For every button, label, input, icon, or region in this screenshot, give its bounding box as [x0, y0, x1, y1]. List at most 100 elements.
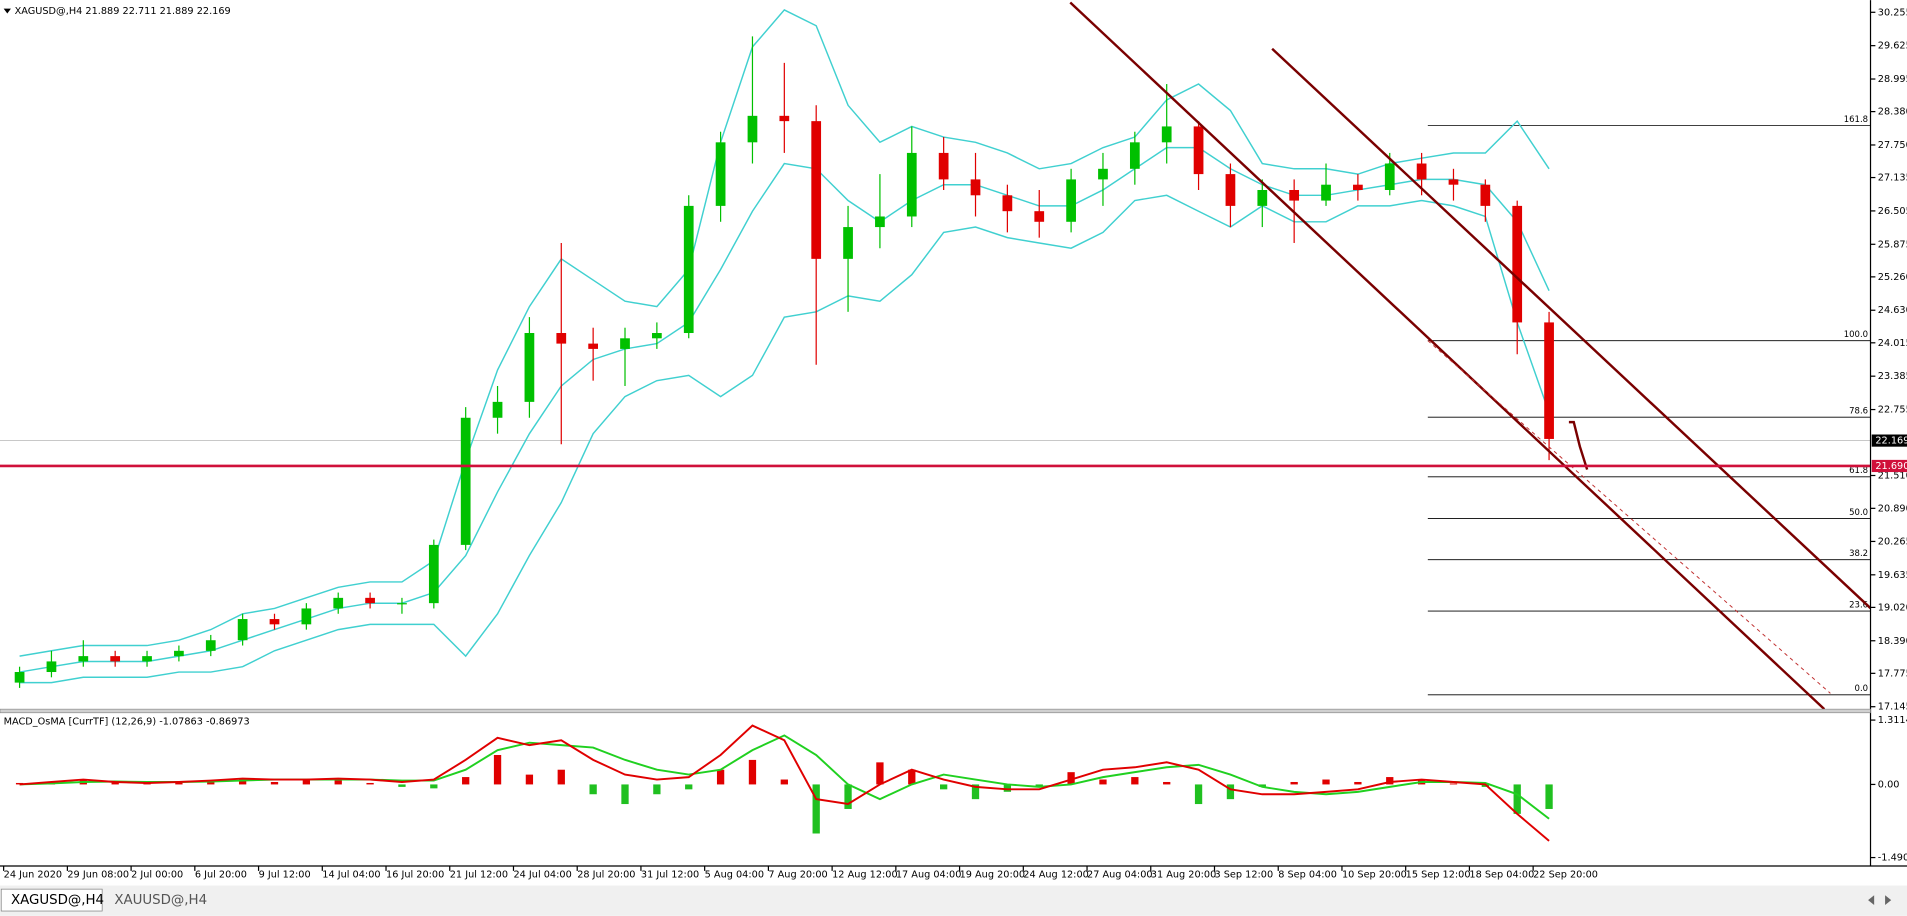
- candle-body: [1225, 174, 1236, 206]
- candle-body: [1544, 322, 1554, 439]
- osma-bar: [780, 779, 788, 785]
- osma-bar: [876, 762, 884, 785]
- x-tick-label: 15 Sep 12:00: [1406, 870, 1471, 881]
- x-tick-label: 9 Jul 12:00: [259, 870, 311, 881]
- candle-body: [779, 115, 790, 122]
- tab-label[interactable]: XAUUSD@,H4: [114, 893, 207, 908]
- fib-label: 100.0: [1844, 330, 1868, 340]
- chart-header: XAGUSD@,H4 21.889 22.711 21.889 22.169: [15, 6, 231, 17]
- candle-body: [1098, 168, 1108, 180]
- candle-body: [938, 152, 949, 180]
- y-tick-label: 27.750: [1878, 140, 1907, 151]
- zigzag-marker: [1568, 420, 1589, 470]
- menu-arrow[interactable]: [3, 8, 11, 14]
- osma-bar: [1003, 784, 1012, 792]
- candle-body: [1448, 179, 1459, 185]
- osma-bar: [748, 759, 757, 785]
- osma-bar: [493, 754, 502, 785]
- tab-scroll-left[interactable]: [1868, 895, 1875, 905]
- x-tick-label: 28 Jul 20:00: [577, 870, 635, 881]
- osma-bar: [1354, 781, 1362, 785]
- osma-bar: [207, 781, 215, 785]
- y-tick-label: 24.630: [1878, 305, 1907, 316]
- candle-body: [811, 121, 822, 259]
- candle-body: [14, 672, 25, 683]
- candle-body: [875, 216, 885, 228]
- y-tick-label: 17.775: [1878, 668, 1907, 679]
- candle-body: [1066, 179, 1076, 222]
- tab-scroll-right[interactable]: [1885, 895, 1892, 905]
- osma-bar: [1099, 779, 1107, 785]
- osma-bar: [111, 782, 119, 785]
- pane-separator: [0, 708, 1871, 714]
- osma-bar: [940, 784, 948, 790]
- y-tick-label: 19.635: [1878, 570, 1907, 581]
- candle-body: [652, 333, 662, 339]
- x-tick-label: 3 Sep 12:00: [1214, 870, 1273, 881]
- candle-body: [1512, 205, 1523, 323]
- candle-body: [301, 608, 312, 625]
- x-tick-label: 18 Sep 04:00: [1469, 870, 1534, 881]
- macd-line: [19, 724, 1550, 842]
- candle-body: [843, 227, 853, 259]
- candle-body: [906, 152, 917, 217]
- osma-bar: [1322, 779, 1330, 785]
- candle-body: [205, 640, 216, 651]
- candle-body: [1193, 126, 1204, 175]
- osma-bar: [716, 769, 725, 785]
- x-tick-label: 7 Aug 20:00: [768, 870, 827, 881]
- tab[interactable]: [0, 888, 103, 912]
- candle-body: [970, 179, 981, 196]
- y-tick-label: 20.265: [1878, 536, 1907, 547]
- osma-bar: [302, 780, 311, 785]
- x-tick-label: 24 Aug 12:00: [1023, 870, 1089, 881]
- candle-body: [747, 115, 758, 143]
- osma-bar: [621, 784, 629, 805]
- x-tick-label: 5 Aug 04:00: [705, 870, 764, 881]
- fib-label: 161.8: [1844, 115, 1868, 125]
- indicator-title: MACD_OsMA [CurrTF] (12,26,9) -1.07863 -0…: [4, 716, 250, 727]
- osma-bar: [1258, 784, 1266, 787]
- indicator-y-tick-label: 1.31147: [1878, 715, 1907, 726]
- x-tick-label: 24 Jun 2020: [4, 870, 62, 881]
- candle-body: [620, 338, 630, 349]
- x-tick-label: 22 Sep 20:00: [1533, 870, 1598, 881]
- channel-line: [1069, 1, 1826, 711]
- osma-bar: [812, 784, 820, 834]
- osma-bar: [334, 779, 342, 785]
- osma-bar: [398, 784, 406, 787]
- y-tick-label: 28.995: [1878, 74, 1907, 85]
- candle-body: [333, 597, 344, 609]
- osma-bar: [525, 774, 534, 785]
- fib-label: 78.6: [1849, 407, 1868, 417]
- candle-body: [365, 597, 375, 604]
- x-tick-label: 29 Jun 08:00: [67, 870, 129, 881]
- y-tick-label: 25.875: [1878, 239, 1907, 250]
- candle-body: [492, 401, 503, 418]
- osma-bar: [143, 783, 151, 785]
- osma-bar: [270, 781, 279, 785]
- candle-body: [588, 343, 599, 349]
- x-tick-label: 16 Jul 20:00: [386, 870, 444, 881]
- osma-bar: [1163, 781, 1171, 785]
- x-tick-label: 12 Aug 12:00: [832, 870, 898, 881]
- candle-body: [1289, 189, 1300, 201]
- indicator-y-tick-label: 0.00: [1878, 779, 1900, 790]
- candle-body: [1353, 184, 1363, 190]
- candle-body: [1161, 126, 1172, 143]
- osma-bar: [971, 784, 980, 800]
- y-tick-label: 20.890: [1878, 503, 1907, 514]
- osma-bar: [557, 769, 565, 785]
- candle-body: [174, 650, 184, 657]
- level-label-box: [1871, 459, 1907, 473]
- fib-label: 0.0: [1855, 684, 1869, 694]
- candle-body: [556, 333, 567, 344]
- fib-label: 23.6: [1849, 601, 1868, 611]
- candle-body: [460, 417, 471, 545]
- y-tick-label: 23.385: [1878, 371, 1907, 382]
- osma-bar: [844, 784, 852, 809]
- bollinger-upper: [19, 9, 1550, 657]
- tab-label[interactable]: XAGUSD@,H4: [11, 893, 104, 908]
- y-tick-label: 17.145: [1878, 702, 1907, 713]
- osma-bar: [589, 784, 597, 795]
